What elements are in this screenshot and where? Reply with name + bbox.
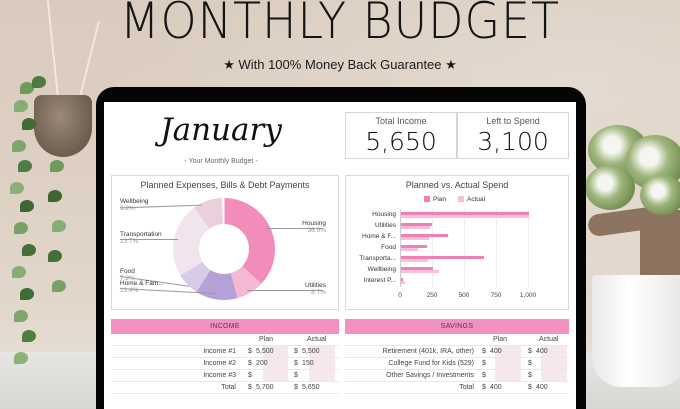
savings-table: SAVINGS Plan Actual Retirement (401k, IR…	[345, 319, 569, 394]
bar-plot-area	[400, 209, 560, 289]
budget-spreadsheet-screen: January - Your Monthly Budget - Total In…	[104, 102, 576, 409]
income-table: INCOME Plan Actual Income #1 $ 5,500 $ 5…	[111, 319, 339, 394]
expenses-donut-chart: Planned Expenses, Bills & Debt Payments …	[111, 175, 339, 310]
donut-label-housing: Housing 36.9%	[302, 220, 326, 234]
donut-label-transportation: Transportation 23.7%	[120, 231, 162, 245]
legend-actual: Actual	[458, 196, 485, 203]
savings-total-row: Total $ 400 $ 400	[345, 382, 569, 394]
donut-chart-title: Planned Expenses, Bills & Debt Payments	[140, 180, 310, 190]
income-column-headers: Plan Actual	[111, 334, 339, 346]
bar-chart-title: Planned vs. Actual Spend	[405, 180, 509, 190]
retirement-plan[interactable]: 400	[490, 348, 502, 355]
donut-label-home-family: Home & Fam... 13.4%	[120, 280, 164, 294]
donut-label-utilities: Utilities 8.7%	[305, 282, 326, 296]
donut-label-wellbeing: Wellbeing 9.2%	[120, 198, 149, 212]
income-1-actual[interactable]: 5,500	[302, 348, 320, 355]
left-to-spend-value: 3,100	[477, 127, 549, 156]
legend-plan: Plan	[424, 196, 446, 203]
plan-vs-actual-bar-chart: Planned vs. Actual Spend Plan Actual Hou…	[345, 175, 569, 310]
x-axis-ticks: 0 250 500 750 1,000	[398, 292, 537, 299]
donut-label-food: Food 7.2%	[120, 268, 135, 282]
table-row: College Fund for Kids (529) $ $	[345, 358, 569, 370]
hero-title: MONTHLY BUDGET	[119, 0, 561, 50]
income-2-plan[interactable]: 200	[256, 360, 268, 367]
savings-table-header: SAVINGS	[345, 319, 569, 334]
donut-chart-graphic	[173, 198, 275, 300]
savings-column-headers: Plan Actual	[345, 334, 569, 346]
bar-category-labels: Housing Utilities Home & F... Food Trans…	[359, 211, 396, 284]
income-1-plan[interactable]: 5,500	[256, 348, 274, 355]
income-table-header: INCOME	[111, 319, 339, 334]
month-title: January	[160, 112, 282, 148]
total-income-card: Total Income 5,650	[345, 112, 457, 159]
left-to-spend-label: Left to Spend	[486, 116, 540, 126]
total-income-label: Total Income	[375, 116, 427, 126]
retirement-actual[interactable]: 400	[536, 348, 548, 355]
hero-subtitle: ★ With 100% Money Back Guarantee ★	[223, 57, 457, 72]
month-subtitle: - Your Monthly Budget -	[184, 158, 258, 165]
table-row: Other Savings / Investments $ $	[345, 370, 569, 382]
income-total-row: Total $ 5,700 $ 5,650	[111, 382, 339, 394]
left-to-spend-card: Left to Spend 3,100	[457, 112, 569, 159]
table-row: Income #3 $ $	[111, 370, 339, 382]
income-2-actual[interactable]: 150	[302, 360, 314, 367]
table-row: Retirement (401k, IRA, other) $ 400 $ 40…	[345, 346, 569, 358]
total-income-value: 5,650	[365, 127, 437, 156]
table-row: Income #2 $ 200 $ 150	[111, 358, 339, 370]
table-row: Income #1 $ 5,500 $ 5,500	[111, 346, 339, 358]
